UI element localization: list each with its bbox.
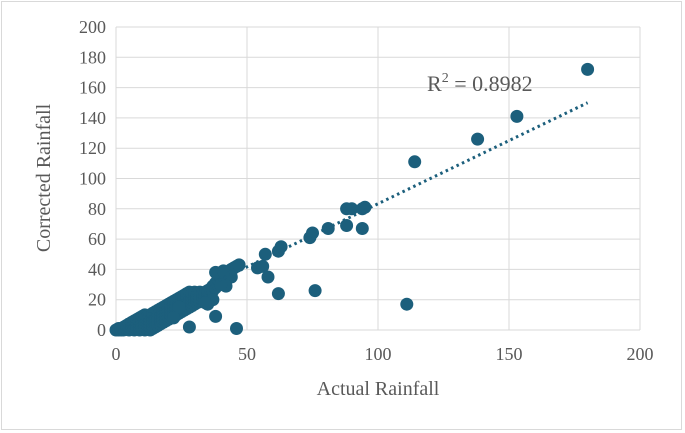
y-tick-label: 0 xyxy=(97,320,106,340)
data-point xyxy=(471,132,485,146)
x-tick-label: 100 xyxy=(365,344,392,364)
y-tick-labels: 0 20 40 60 80 100 120 140 160 180 200 xyxy=(79,17,106,340)
data-point xyxy=(261,270,275,284)
r-squared-prefix: R xyxy=(427,71,442,96)
x-tick-label: 50 xyxy=(238,344,256,364)
data-point xyxy=(214,278,228,292)
data-point xyxy=(209,309,223,323)
data-point xyxy=(355,222,369,235)
data-point xyxy=(581,62,595,76)
y-tick-label: 180 xyxy=(79,47,106,67)
data-points xyxy=(109,62,595,337)
data-point xyxy=(274,240,288,254)
data-point xyxy=(232,258,246,272)
data-point xyxy=(510,109,524,123)
data-point xyxy=(400,297,414,311)
y-tick-label: 60 xyxy=(88,229,106,249)
r-squared-superscript: 2 xyxy=(442,71,449,86)
x-tick-label: 0 xyxy=(112,344,121,364)
y-axis-title: Corrected Rainfall xyxy=(33,103,55,252)
x-tick-label: 150 xyxy=(496,344,523,364)
r-squared-value: = 0.8982 xyxy=(449,71,533,96)
data-point xyxy=(182,320,196,334)
y-tick-label: 200 xyxy=(79,17,106,37)
x-tick-labels: 0 50 100 150 200 xyxy=(112,344,654,364)
data-point xyxy=(172,300,186,314)
data-point xyxy=(256,259,270,273)
r-squared-annotation: R2 = 0.8982 xyxy=(427,71,533,96)
data-point xyxy=(230,322,243,335)
data-point xyxy=(308,284,322,298)
data-point xyxy=(306,226,319,240)
y-tick-label: 160 xyxy=(79,78,106,98)
x-tick-label: 200 xyxy=(627,344,654,364)
x-axis-title: Actual Rainfall xyxy=(317,378,440,400)
y-tick-label: 120 xyxy=(79,138,106,158)
y-tick-label: 20 xyxy=(88,290,106,310)
data-point xyxy=(258,247,272,261)
trendline xyxy=(115,101,589,332)
data-point xyxy=(198,296,212,310)
gridlines xyxy=(115,26,641,331)
data-point xyxy=(271,287,285,301)
data-point xyxy=(340,219,354,232)
data-point xyxy=(167,311,181,325)
y-tick-label: 100 xyxy=(79,169,106,189)
data-point xyxy=(358,200,372,214)
data-point xyxy=(345,202,359,216)
y-tick-label: 80 xyxy=(88,199,106,219)
data-point xyxy=(408,155,422,169)
y-tick-label: 140 xyxy=(79,108,106,128)
y-tick-label: 40 xyxy=(88,259,106,279)
